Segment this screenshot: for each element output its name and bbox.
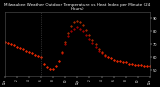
Title: Milwaukee Weather Outdoor Temperature vs Heat Index per Minute (24 Hours): Milwaukee Weather Outdoor Temperature vs…: [4, 3, 151, 11]
